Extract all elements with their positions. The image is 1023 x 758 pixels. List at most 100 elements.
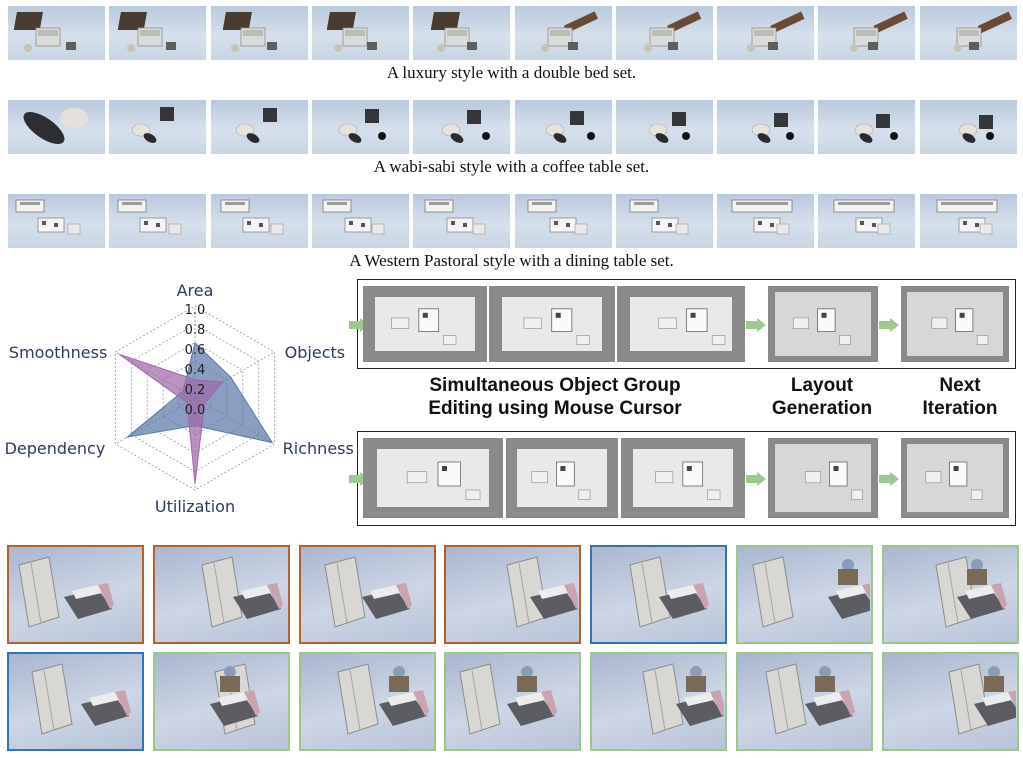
scene-thumbnail xyxy=(818,194,916,248)
pipeline-step-edit-1 xyxy=(363,438,503,518)
room-topview xyxy=(391,308,457,345)
radar-axis-label: Dependency xyxy=(5,439,106,458)
arrow-icon xyxy=(879,318,899,332)
scene-thumbnail xyxy=(818,100,916,154)
scene-thumbnail xyxy=(413,100,511,154)
bedroom-render-card xyxy=(881,545,1019,644)
bedroom-render-card xyxy=(444,652,582,751)
label-group-editing: Simultaneous Object Group Editing using … xyxy=(395,374,715,420)
bedroom-render-card xyxy=(590,545,728,644)
scene-thumbnail xyxy=(514,194,612,248)
bedroom-render-card xyxy=(7,652,144,751)
scene-thumbnail xyxy=(311,6,409,60)
room-topview xyxy=(804,461,863,500)
room-topview xyxy=(523,308,590,345)
pipeline-panel-top xyxy=(349,279,1016,369)
scene-thumbnail xyxy=(919,100,1017,154)
scene-thumbnail xyxy=(615,194,713,248)
radar-tick-label: 0.0 xyxy=(185,403,206,418)
scene-thumbnail xyxy=(8,6,105,60)
pipeline-panel-bottom xyxy=(349,431,1016,526)
scene-thumbnail xyxy=(615,6,713,60)
radar-series-2 xyxy=(119,353,224,484)
bedroom-render-card xyxy=(736,545,873,644)
scene-thumbnail xyxy=(514,6,612,60)
bedroom-render-card xyxy=(444,545,582,644)
room-topview xyxy=(792,308,851,345)
label-next-iteration: Next Iteration xyxy=(900,374,1020,420)
radar-series-layer xyxy=(119,341,274,484)
room-topview xyxy=(658,308,726,345)
radar-tick-label: 0.2 xyxy=(185,383,206,398)
bedroom-render-card xyxy=(881,652,1019,751)
room-topview xyxy=(406,461,481,500)
radar-tick-label: 0.8 xyxy=(185,323,206,338)
bedroom-render-card xyxy=(152,545,290,644)
radar-tick-label: 1.0 xyxy=(185,303,206,318)
pipeline-step-next xyxy=(901,286,1009,362)
radar-chart: 1.0 0.8 0.6 0.4 0.2 0.0 Area Objects Richness Ut… xyxy=(5,281,354,516)
scene-thumbnail xyxy=(210,194,308,248)
radar-tick-label: 0.6 xyxy=(185,343,206,358)
radar-tick-labels: 1.0 0.8 0.6 0.4 0.2 0.0 xyxy=(185,303,206,418)
caption-luxury: A luxury style with a double bed set. xyxy=(386,63,637,82)
scene-thumbnail xyxy=(615,100,713,154)
pipeline-step-layout xyxy=(768,286,878,362)
bedroom-render-card xyxy=(152,652,290,751)
label-next-line1: Next xyxy=(939,375,981,396)
radar-spoke xyxy=(194,351,275,399)
pipeline-step-edit-2 xyxy=(506,438,618,518)
scene-thumbnail xyxy=(109,194,207,248)
scene-thumbnail xyxy=(919,6,1017,60)
room-topview xyxy=(655,461,721,500)
arrow-icon xyxy=(746,318,766,332)
radar-axis-label: Utilization xyxy=(155,497,235,516)
scene-thumbnail xyxy=(413,194,511,248)
label-layout-generation: Layout Generation xyxy=(752,374,892,420)
room-topview xyxy=(931,308,989,345)
radar-axis-labels: Area Objects Richness Utilization Dependency… xyxy=(5,281,354,516)
radar-axis-label: Richness xyxy=(283,439,354,458)
label-layout-line1: Layout xyxy=(790,375,854,396)
label-group-editing-line2: Editing using Mouse Cursor xyxy=(428,398,682,419)
radar-tick-label: 0.4 xyxy=(185,363,206,378)
room-topview xyxy=(925,461,983,500)
scene-thumbnail xyxy=(514,100,612,154)
bedroom-render-card xyxy=(590,652,728,751)
arrow-icon xyxy=(879,472,899,486)
scene-thumbnail xyxy=(311,194,409,248)
radar-grid-ring xyxy=(114,305,276,491)
arrow-icon xyxy=(746,472,766,486)
scene-thumbnail xyxy=(717,194,815,248)
scene-thumbnail xyxy=(818,6,916,60)
bedroom-render-card xyxy=(736,652,873,751)
pipeline-step-layout xyxy=(768,438,878,518)
label-next-line2: Iteration xyxy=(922,398,998,419)
scene-thumbnail xyxy=(8,100,105,154)
bedroom-render-card xyxy=(298,652,436,751)
bedroom-render-card xyxy=(7,545,144,644)
pipeline-step-edit-3 xyxy=(617,286,745,362)
scene-thumbnail xyxy=(919,194,1017,248)
scene-thumbnail xyxy=(210,100,308,154)
scene-thumbnail xyxy=(8,194,105,248)
scene-thumbnail xyxy=(109,100,207,154)
pipeline-step-next xyxy=(901,438,1009,518)
pipeline-step-edit-2 xyxy=(489,286,615,362)
pipeline-step-edit-3 xyxy=(621,438,745,518)
scene-thumbnail xyxy=(717,100,815,154)
scene-thumbnail xyxy=(717,6,815,60)
label-group-editing-line1: Simultaneous Object Group xyxy=(429,375,681,396)
label-layout-line2: Generation xyxy=(771,398,873,419)
pipeline-step-edit-1 xyxy=(363,286,487,362)
bedroom-render-card xyxy=(298,545,436,644)
room-topview xyxy=(531,461,591,500)
radar-axis-label: Smoothness xyxy=(9,343,107,362)
radar-axis-label: Objects xyxy=(285,343,345,362)
caption-wabi-sabi: A wabi-sabi style with a coffee table se… xyxy=(373,157,650,176)
scene-thumbnail xyxy=(109,6,207,60)
caption-western-pastoral: A Western Pastoral style with a dining t… xyxy=(349,251,674,270)
scene-thumbnail xyxy=(210,6,308,60)
scene-thumbnail xyxy=(413,6,511,60)
radar-axis-label: Area xyxy=(177,281,214,300)
